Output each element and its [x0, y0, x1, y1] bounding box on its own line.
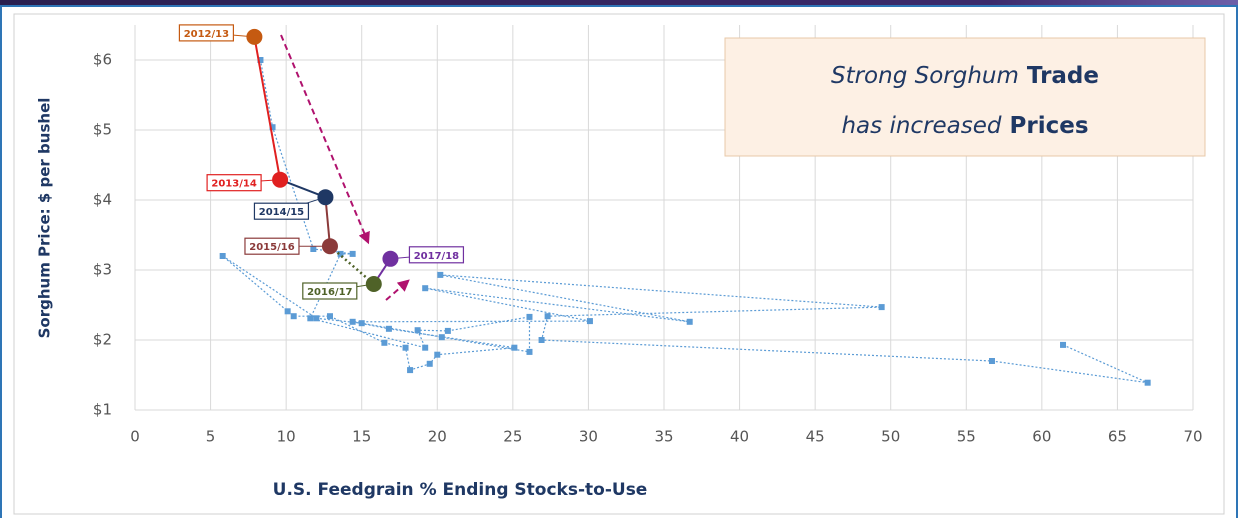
point	[284, 308, 291, 315]
point	[337, 250, 344, 257]
x-tick-label: 55	[957, 428, 976, 446]
label-box	[244, 237, 300, 255]
point	[988, 358, 995, 364]
point	[686, 318, 693, 325]
highlight-label: 2016/17	[307, 287, 352, 298]
trend-arrow	[385, 279, 410, 301]
grid: 0 5 10 15 20 25 30 35 40 45 50 55 60 65 70 $1 $2 $3 $4 $5 $6	[93, 25, 1203, 446]
y-tick-label: $5	[93, 121, 112, 139]
x-tick-label: 30	[579, 428, 598, 446]
label-box	[302, 282, 358, 300]
highlight-point	[321, 238, 338, 255]
x-tick-label: 15	[352, 428, 371, 446]
x-tick-label: 0	[130, 428, 140, 446]
highlight-point	[272, 171, 289, 188]
point	[586, 318, 593, 325]
annotation: Strong Sorghum Trade has increased Prices	[831, 63, 1099, 139]
point	[381, 339, 388, 346]
point	[422, 344, 429, 351]
x-tick-label: 25	[503, 428, 522, 446]
frame	[0, 5, 1238, 518]
highlight-label: 2012/13	[184, 29, 229, 40]
x-tick-label: 45	[806, 428, 825, 446]
chart-border	[13, 13, 1225, 515]
annotation-line: Strong Sorghum Trade	[831, 63, 1099, 89]
label-box	[408, 246, 465, 264]
highlight-label: 2017/18	[414, 251, 459, 262]
point	[402, 344, 409, 351]
connector	[279, 178, 326, 199]
x-tick-label: 40	[730, 428, 749, 446]
point	[544, 313, 551, 320]
y-tick-label: $6	[93, 51, 112, 69]
highlight-point	[365, 276, 382, 292]
top-band	[0, 0, 1238, 6]
point	[878, 304, 885, 311]
annotation-line: has increased Prices	[841, 113, 1088, 139]
trend-arrow	[280, 34, 370, 245]
y-tick-label: $2	[93, 331, 112, 349]
point	[290, 313, 297, 320]
point	[422, 285, 429, 292]
x-tick-label: 35	[654, 428, 673, 446]
point	[1144, 379, 1151, 386]
point	[426, 360, 433, 367]
x-tick-label: 20	[428, 428, 447, 446]
label-box	[206, 174, 262, 192]
highlight-label: 2013/14	[211, 179, 256, 190]
point	[269, 124, 276, 131]
point	[219, 253, 226, 259]
point	[349, 250, 356, 257]
x-tick-label: 65	[1108, 428, 1127, 446]
point	[434, 351, 441, 358]
label-box	[178, 24, 235, 42]
y-tick-label: $4	[93, 191, 112, 209]
point	[310, 246, 317, 252]
annotation-box	[724, 37, 1206, 157]
point	[526, 313, 533, 320]
point	[444, 327, 451, 334]
highlight-label: 2015/16	[249, 242, 294, 253]
point	[538, 337, 545, 343]
annotation-segment: Strong Sorghum	[831, 63, 1019, 89]
point	[358, 320, 365, 327]
point	[414, 327, 421, 334]
annotation-segment: Trade	[1027, 63, 1099, 89]
x-tick-label: 50	[881, 428, 900, 446]
point	[307, 315, 314, 322]
point	[313, 315, 320, 322]
y-tick-label: $3	[93, 261, 112, 279]
point	[326, 313, 333, 320]
x-tick-label: 60	[1032, 428, 1051, 446]
point	[526, 348, 533, 355]
y-tick-label: $1	[93, 401, 112, 419]
x-axis-label: U.S. Feedgrain % Ending Stocks-to-Use	[273, 480, 648, 500]
point	[385, 325, 392, 332]
highlight-label: 2014/15	[259, 207, 304, 218]
x-tick-label: 70	[1183, 428, 1202, 446]
point	[349, 318, 356, 325]
annotation-segment: Prices	[1010, 113, 1089, 139]
y-axis-label: Sorghum Price: $ per bushel	[36, 98, 54, 339]
point	[511, 344, 518, 351]
connector	[253, 36, 282, 180]
x-tick-label: 5	[206, 428, 216, 446]
series-line	[222, 59, 1148, 384]
point	[257, 57, 264, 63]
x-tick-label: 10	[277, 428, 296, 446]
highlight-point	[246, 28, 263, 45]
point	[438, 334, 445, 341]
highlight-point	[317, 189, 334, 206]
plot: 2012/13 2013/14 2014/15 2015/16 2016/17 2017/…	[178, 24, 1151, 386]
highlight-point	[382, 250, 399, 267]
label-box	[253, 202, 310, 220]
point	[407, 367, 414, 374]
point	[1060, 341, 1067, 348]
connector	[324, 197, 331, 247]
point	[437, 271, 444, 278]
annotation-segment: has increased	[841, 113, 1001, 139]
